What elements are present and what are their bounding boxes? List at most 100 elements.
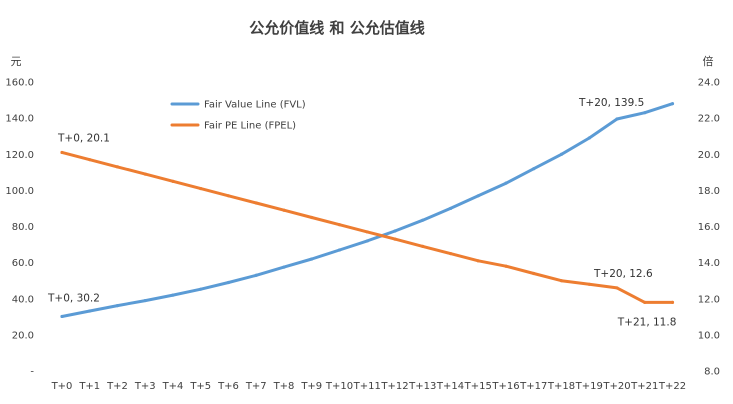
series-0-point xyxy=(254,273,258,277)
x-tick-label: T+3 xyxy=(134,381,156,392)
x-tick-label: T+6 xyxy=(217,381,239,392)
y-left-tick-label: - xyxy=(30,367,34,378)
y-right-ticks: 8.0 10.0 12.0 14.0 16.0 18.0 20.0 22.0 24.0 xyxy=(698,78,720,378)
y-right-tick-label: 12.0 xyxy=(698,294,720,305)
x-tick-label: T+7 xyxy=(245,381,267,392)
y-left-ticks: - 20.0 40.0 60.0 80.0 100.0 120.0 140.0 160.0 xyxy=(5,78,34,378)
series-0-point xyxy=(115,304,120,308)
y-right-tick-label: 10.0 xyxy=(698,330,720,341)
series-0-point xyxy=(199,287,203,291)
series-1-point xyxy=(310,215,314,220)
x-tick-label: T+11 xyxy=(353,381,381,392)
series-1-point xyxy=(226,194,231,198)
series-1-point xyxy=(143,172,147,176)
series-0-point xyxy=(171,293,175,297)
series-0-point xyxy=(448,206,453,211)
series-1-point xyxy=(393,237,397,241)
series-0-point xyxy=(60,314,64,319)
x-tick-label: T+9 xyxy=(300,381,322,392)
series-1-point xyxy=(115,165,120,169)
legend: Fair Value Line (FVL) Fair PE Line (FPEL) xyxy=(170,100,306,132)
y-left-tick-label: 140.0 xyxy=(5,114,34,125)
x-tick-label: T+14 xyxy=(436,381,464,392)
series-line-1 xyxy=(60,150,674,304)
series-1-point xyxy=(615,286,619,290)
y-left-tick-label: 60.0 xyxy=(12,258,34,269)
series-0-point xyxy=(282,265,286,269)
series-1-point xyxy=(504,264,508,268)
series-1-point xyxy=(88,158,92,162)
y-right-tick-label: 22.0 xyxy=(698,114,720,125)
series-0-point xyxy=(393,229,397,233)
series-0-point xyxy=(365,239,369,243)
series-0-point xyxy=(310,257,314,261)
y-right-tick-label: 24.0 xyxy=(698,78,720,89)
x-tick-label: T+8 xyxy=(273,381,295,392)
x-tick-label: T+1 xyxy=(78,381,100,392)
series-0-point xyxy=(88,309,92,313)
series-1-point xyxy=(421,244,425,248)
y-left-tick-label: 40.0 xyxy=(12,294,34,305)
legend-label-0: Fair Value Line (FVL) xyxy=(204,100,306,111)
series-0-point xyxy=(559,152,564,156)
series-0-point xyxy=(337,248,342,252)
y-left-tick-label: 20.0 xyxy=(12,330,34,341)
y-right-tick-label: 18.0 xyxy=(698,186,720,197)
series-1-point xyxy=(365,230,369,234)
series-1-point xyxy=(337,223,342,227)
x-tick-label: T+20 xyxy=(602,381,630,392)
data-label: T+0, 20.1 xyxy=(57,132,110,144)
x-tick-label: T+12 xyxy=(380,381,408,392)
data-labels: T+0, 30.2 T+20, 139.5 T+0, 20.1 T+20, 12.6 T… xyxy=(47,97,676,328)
data-label: T+20, 139.5 xyxy=(578,97,644,109)
series-1-point xyxy=(60,150,64,155)
series-0-point xyxy=(476,194,480,198)
series-0-point xyxy=(226,280,231,285)
chart-title: 公允价值线 和 公允估值线 xyxy=(249,19,424,37)
series-1-point xyxy=(587,282,591,286)
series-1-point xyxy=(282,208,286,212)
y-left-tick-label: 120.0 xyxy=(5,150,34,161)
x-tick-label: T+17 xyxy=(519,381,547,392)
series-layer xyxy=(60,102,675,319)
series-0-point xyxy=(421,218,425,222)
series-0-point xyxy=(532,167,536,171)
series-1-point xyxy=(254,201,258,205)
x-tick-label: T+15 xyxy=(464,381,492,392)
y-right-unit: 倍 xyxy=(703,54,714,68)
x-tick-label: T+4 xyxy=(162,381,184,392)
x-tick-label: T+2 xyxy=(106,381,128,392)
y-right-tick-label: 20.0 xyxy=(698,150,720,161)
x-tick-label: T+10 xyxy=(325,381,353,392)
y-left-unit: 元 xyxy=(11,55,22,68)
series-0-point xyxy=(143,298,147,303)
data-label: T+21, 11.8 xyxy=(617,316,677,328)
series-0-point xyxy=(670,102,675,106)
series-1-point xyxy=(559,279,564,283)
x-tick-label: T+16 xyxy=(491,381,519,392)
series-1-point xyxy=(448,251,453,256)
y-right-tick-label: 14.0 xyxy=(698,258,720,269)
series-1-point xyxy=(171,179,175,183)
y-left-tick-label: 100.0 xyxy=(5,186,34,197)
series-1-point xyxy=(476,259,480,263)
series-1-point xyxy=(199,186,203,191)
series-0-point xyxy=(615,117,619,121)
y-right-tick-label: 8.0 xyxy=(704,367,720,378)
x-tick-label: T+5 xyxy=(189,381,211,392)
y-right-tick-label: 16.0 xyxy=(698,222,720,233)
x-tick-label: T+19 xyxy=(575,381,603,392)
x-tick-label: T+13 xyxy=(408,381,436,392)
series-1-point xyxy=(670,300,675,304)
series-0-point xyxy=(643,111,647,115)
data-label: T+20, 12.6 xyxy=(593,268,653,280)
data-label: T+0, 30.2 xyxy=(47,292,100,304)
x-tick-label: T+21 xyxy=(630,381,658,392)
y-left-tick-label: 80.0 xyxy=(12,222,34,233)
series-0-point xyxy=(587,136,591,140)
series-1-point xyxy=(643,300,647,304)
x-tick-label: T+22 xyxy=(658,381,686,392)
x-tick-label: T+18 xyxy=(547,381,575,392)
